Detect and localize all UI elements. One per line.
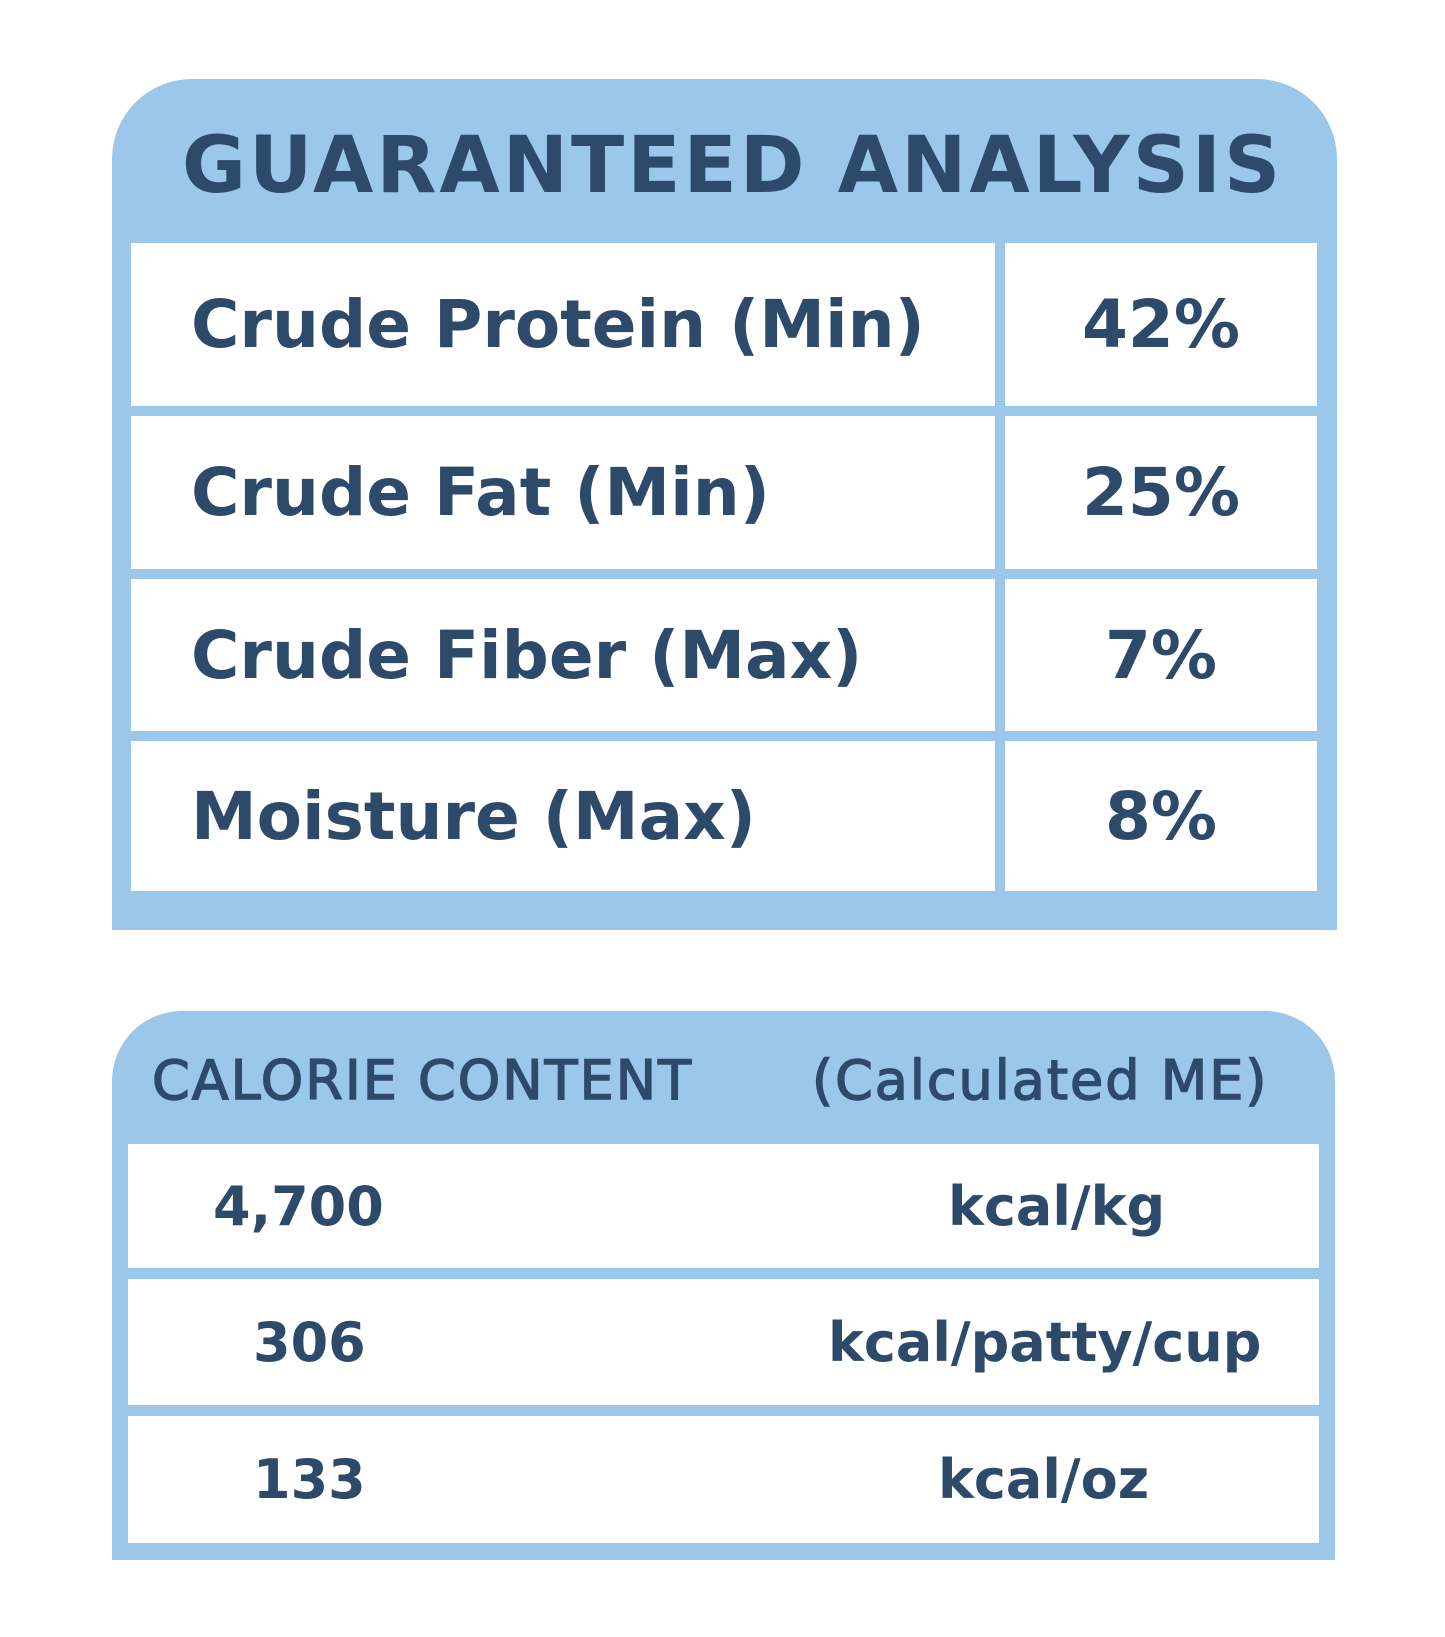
calorie-unit: kcal/kg — [948, 1174, 1166, 1238]
calorie-content-title: CALORIE CONTENT — [151, 1048, 694, 1113]
row-label-fiber: Crude Fiber (Max) — [131, 579, 995, 731]
calorie-row: 133 kcal/oz — [128, 1416, 1319, 1543]
calorie-content-subtitle: (Calculated ME) — [811, 1048, 1269, 1113]
row-label-moisture: Moisture (Max) — [131, 741, 995, 891]
calorie-row: 4,700 kcal/kg — [128, 1144, 1319, 1268]
row-value-fat: 25% — [1005, 416, 1317, 569]
guaranteed-analysis-panel: GUARANTEED ANALYSIS Crude Protein (Min) … — [112, 79, 1337, 930]
calorie-value: 4,700 — [213, 1174, 384, 1238]
guaranteed-analysis-title: GUARANTEED ANALYSIS — [182, 121, 1284, 211]
row-label-fat: Crude Fat (Min) — [131, 416, 995, 569]
row-value-protein: 42% — [1005, 243, 1317, 406]
row-value-fiber: 7% — [1005, 579, 1317, 731]
row-value-moisture: 8% — [1005, 741, 1317, 891]
calorie-unit: kcal/oz — [938, 1448, 1150, 1511]
row-label-protein: Crude Protein (Min) — [131, 243, 995, 406]
calorie-value: 133 — [253, 1448, 366, 1511]
calorie-unit: kcal/patty/cup — [828, 1310, 1262, 1374]
calorie-content-panel: CALORIE CONTENT (Calculated ME) 4,700 kc… — [112, 1011, 1335, 1560]
calorie-row: 306 kcal/patty/cup — [128, 1279, 1319, 1405]
calorie-value: 306 — [253, 1310, 366, 1374]
